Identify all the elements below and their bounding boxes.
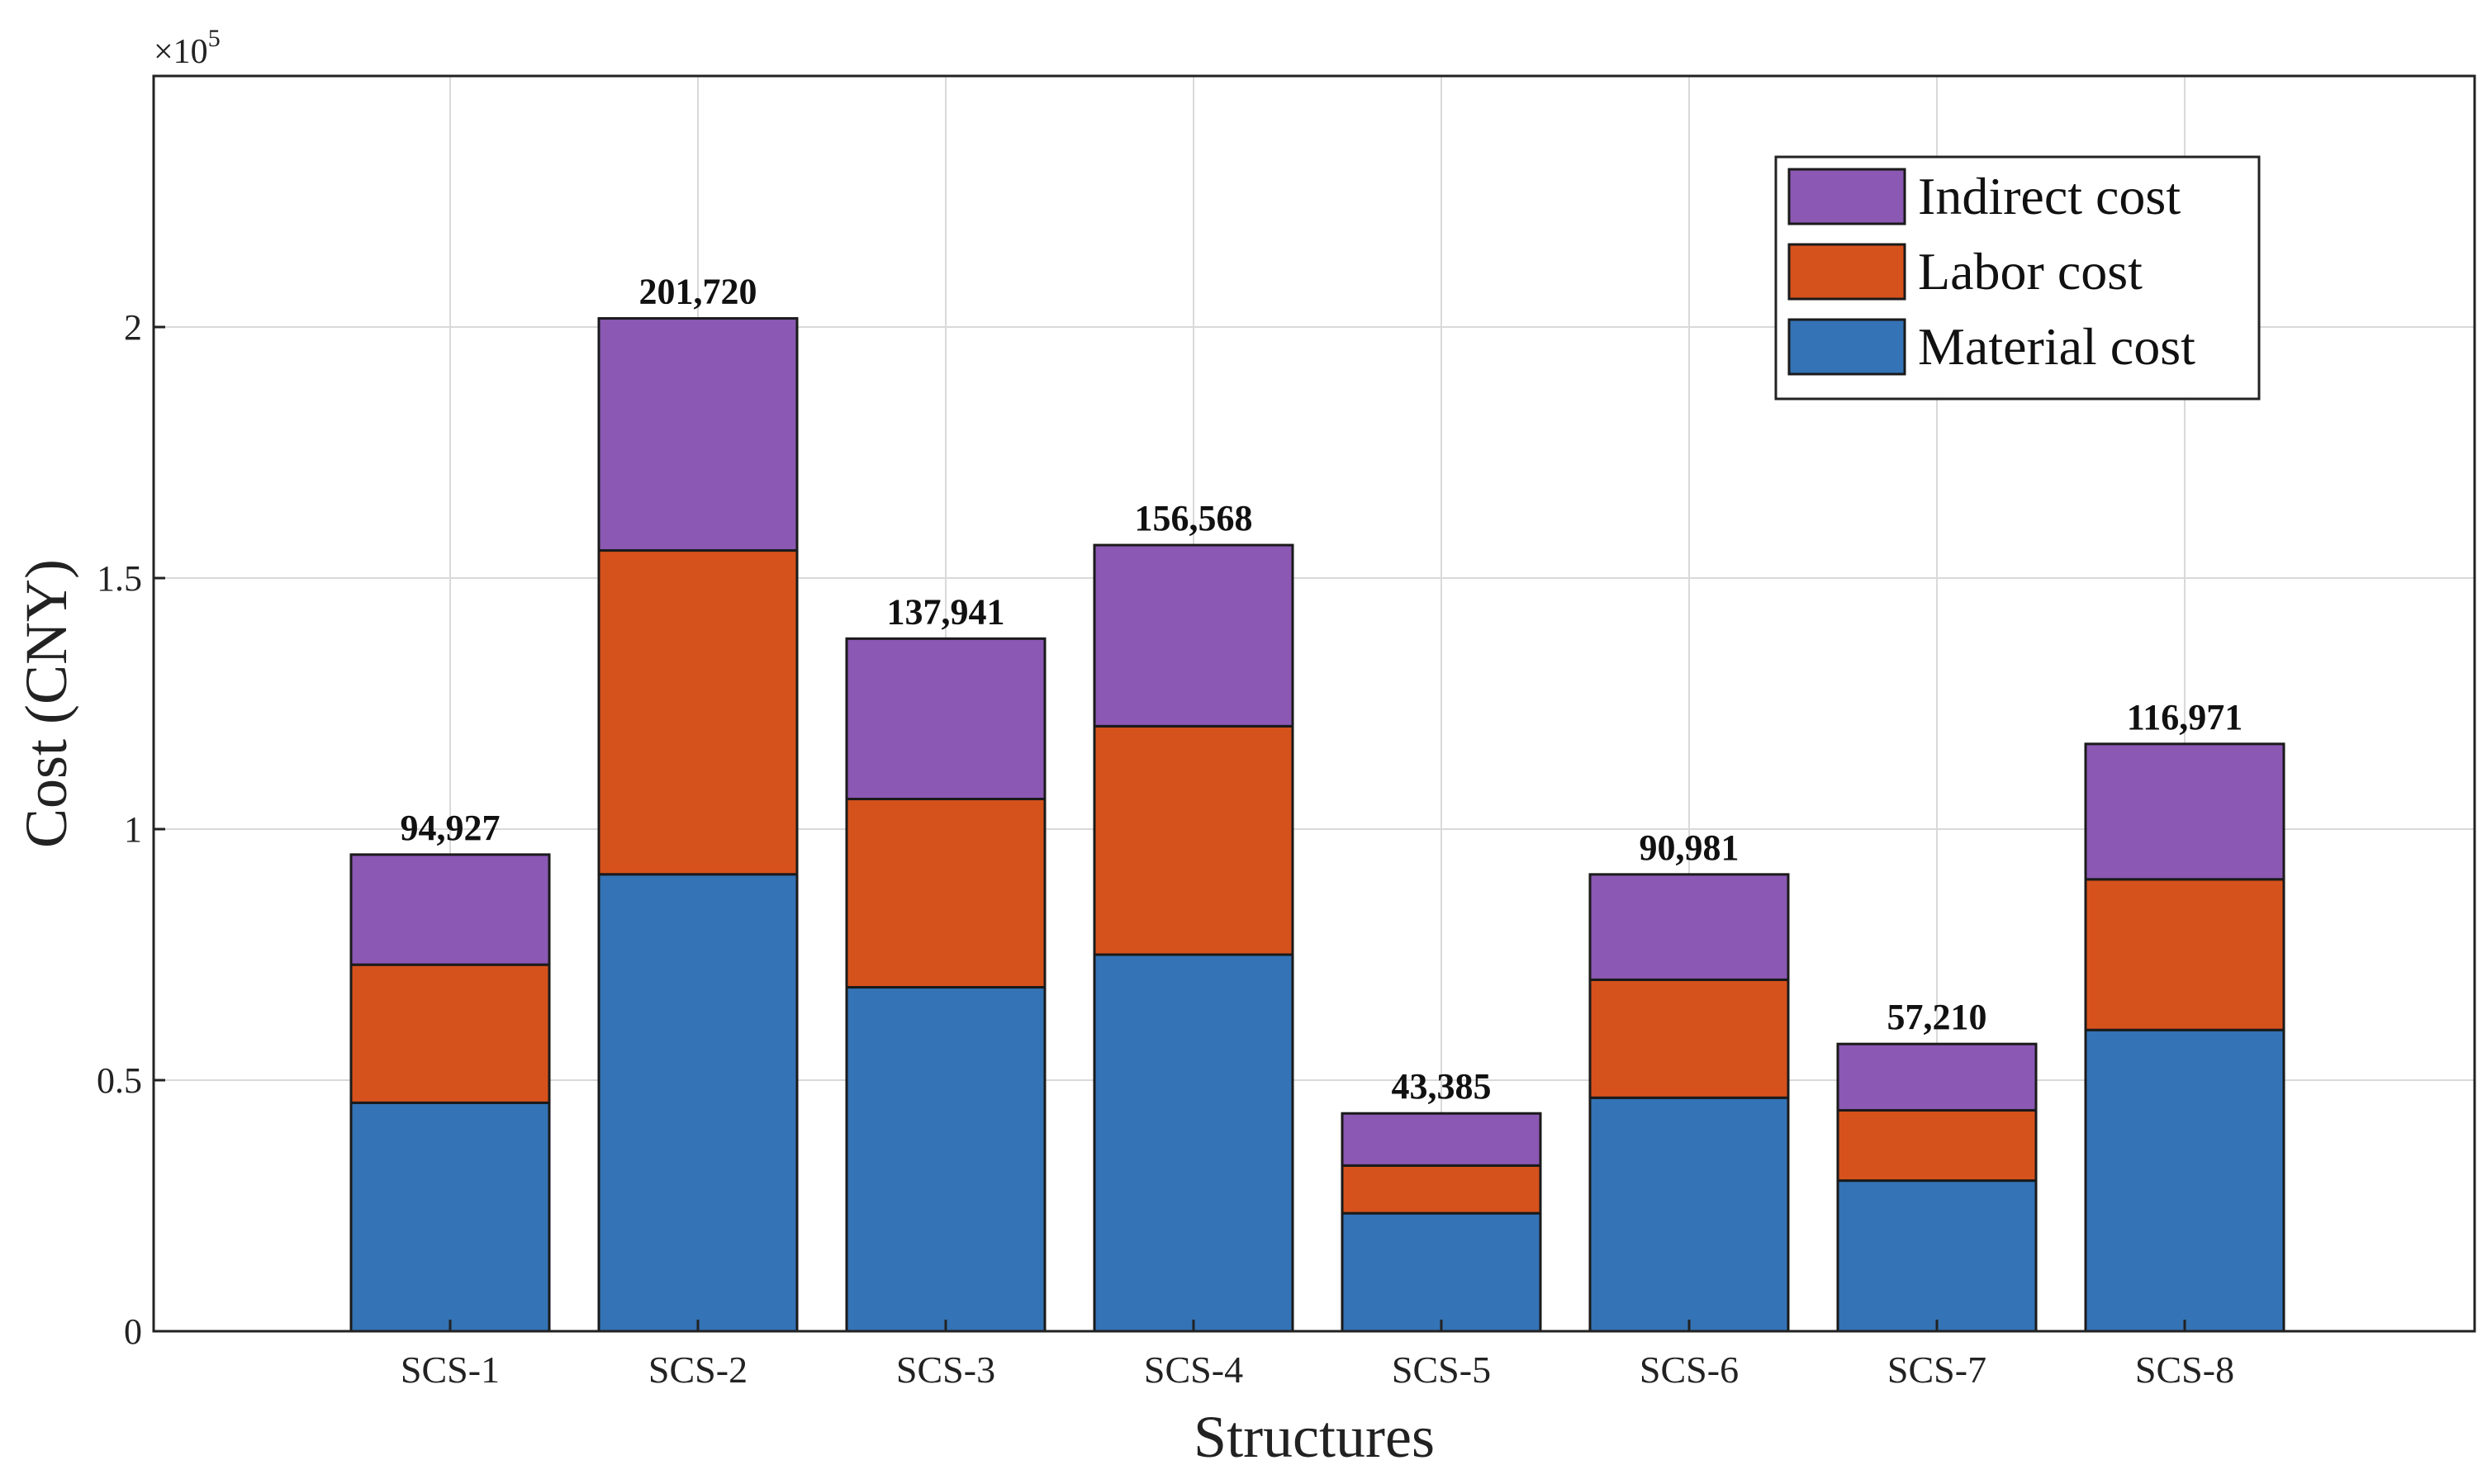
x-tick-label-scs-8: SCS-8: [2135, 1349, 2234, 1391]
bar-material-cost-scs-4: [1093, 953, 1294, 1333]
x-tick-label-scs-2: SCS-2: [648, 1349, 748, 1391]
legend-swatch-indirect-cost: [1787, 168, 1906, 225]
bar-indirect-cost-scs-5: [1341, 1112, 1542, 1167]
bar-material-cost-scs-2: [597, 873, 799, 1333]
total-label-scs-1: 94,927: [401, 808, 501, 848]
y-tick-label: 2: [124, 307, 142, 348]
bar-indirect-cost-scs-2: [597, 317, 799, 552]
bar-indirect-cost-scs-3: [845, 637, 1047, 801]
bar-indirect-cost-scs-8: [2084, 742, 2285, 881]
total-label-scs-3: 137,941: [887, 591, 1005, 632]
x-tick-label-scs-6: SCS-6: [1640, 1349, 1739, 1391]
x-tick-label-scs-4: SCS-4: [1144, 1349, 1243, 1391]
bar-indirect-cost-scs-6: [1588, 873, 1790, 981]
bar-material-cost-scs-1: [349, 1101, 551, 1333]
total-label-scs-8: 116,971: [2127, 697, 2243, 737]
y-axis-title: Cost (CNY): [13, 559, 79, 848]
plot-frame: [152, 74, 2476, 1333]
x-axis-title: Structures: [1194, 1404, 1435, 1470]
bar-indirect-cost-scs-7: [1836, 1042, 2038, 1112]
bar-material-cost-scs-6: [1588, 1096, 1790, 1333]
legend-swatch-material-cost: [1787, 318, 1906, 376]
total-label-scs-4: 156,568: [1135, 498, 1253, 538]
total-label-scs-6: 90,981: [1640, 827, 1739, 868]
total-label-scs-5: 43,385: [1392, 1066, 1492, 1107]
bar-labor-cost-scs-6: [1588, 978, 1790, 1099]
legend-swatch-labor-cost: [1787, 243, 1906, 301]
y-exponent-label: ×105: [154, 25, 221, 71]
total-labels: 94,927 201,720 137,941 156,568 43,385 90,981 5…: [401, 272, 2243, 1107]
legend-label-material-cost: Material cost: [1918, 317, 2195, 376]
total-label-scs-7: 57,210: [1887, 997, 1987, 1037]
y-tick-label: 0: [124, 1311, 142, 1352]
bar-material-cost-scs-3: [845, 986, 1047, 1333]
x-tick-label-scs-5: SCS-5: [1392, 1349, 1491, 1391]
bar-labor-cost-scs-8: [2084, 878, 2285, 1031]
bar-material-cost-scs-7: [1836, 1179, 2038, 1333]
total-label-scs-2: 201,720: [639, 272, 757, 312]
x-tick-label-scs-7: SCS-7: [1887, 1349, 1986, 1391]
y-tick-label: 0.5: [97, 1060, 142, 1101]
bar-material-cost-scs-8: [2084, 1028, 2285, 1333]
bar-labor-cost-scs-5: [1341, 1164, 1542, 1215]
bar-labor-cost-scs-3: [845, 798, 1047, 989]
bars-group: [349, 317, 2285, 1333]
bar-labor-cost-scs-1: [349, 963, 551, 1104]
legend: Indirect cost Labor cost Material cost: [1774, 155, 2261, 401]
bar-labor-cost-scs-4: [1093, 724, 1294, 956]
bar-material-cost-scs-5: [1341, 1211, 1542, 1333]
bar-labor-cost-scs-2: [597, 549, 799, 876]
bar-labor-cost-scs-7: [1836, 1108, 2038, 1183]
legend-label-labor-cost: Labor cost: [1918, 242, 2143, 301]
x-tick-label-scs-1: SCS-1: [401, 1349, 500, 1391]
y-tick-label: 1: [124, 809, 142, 850]
y-tick-label: 1.5: [97, 558, 142, 599]
bar-indirect-cost-scs-1: [349, 853, 551, 966]
x-tick-label-scs-3: SCS-3: [896, 1349, 995, 1391]
bar-indirect-cost-scs-4: [1093, 543, 1294, 728]
x-axis-ticks: SCS-1 SCS-2 SCS-3 SCS-4 SCS-5 SCS-6 SCS-7 SCS-8: [401, 1320, 2234, 1391]
y-axis-ticks: 0 0.5 1 1.5 2: [97, 307, 165, 1352]
legend-label-indirect-cost: Indirect cost: [1918, 167, 2181, 225]
